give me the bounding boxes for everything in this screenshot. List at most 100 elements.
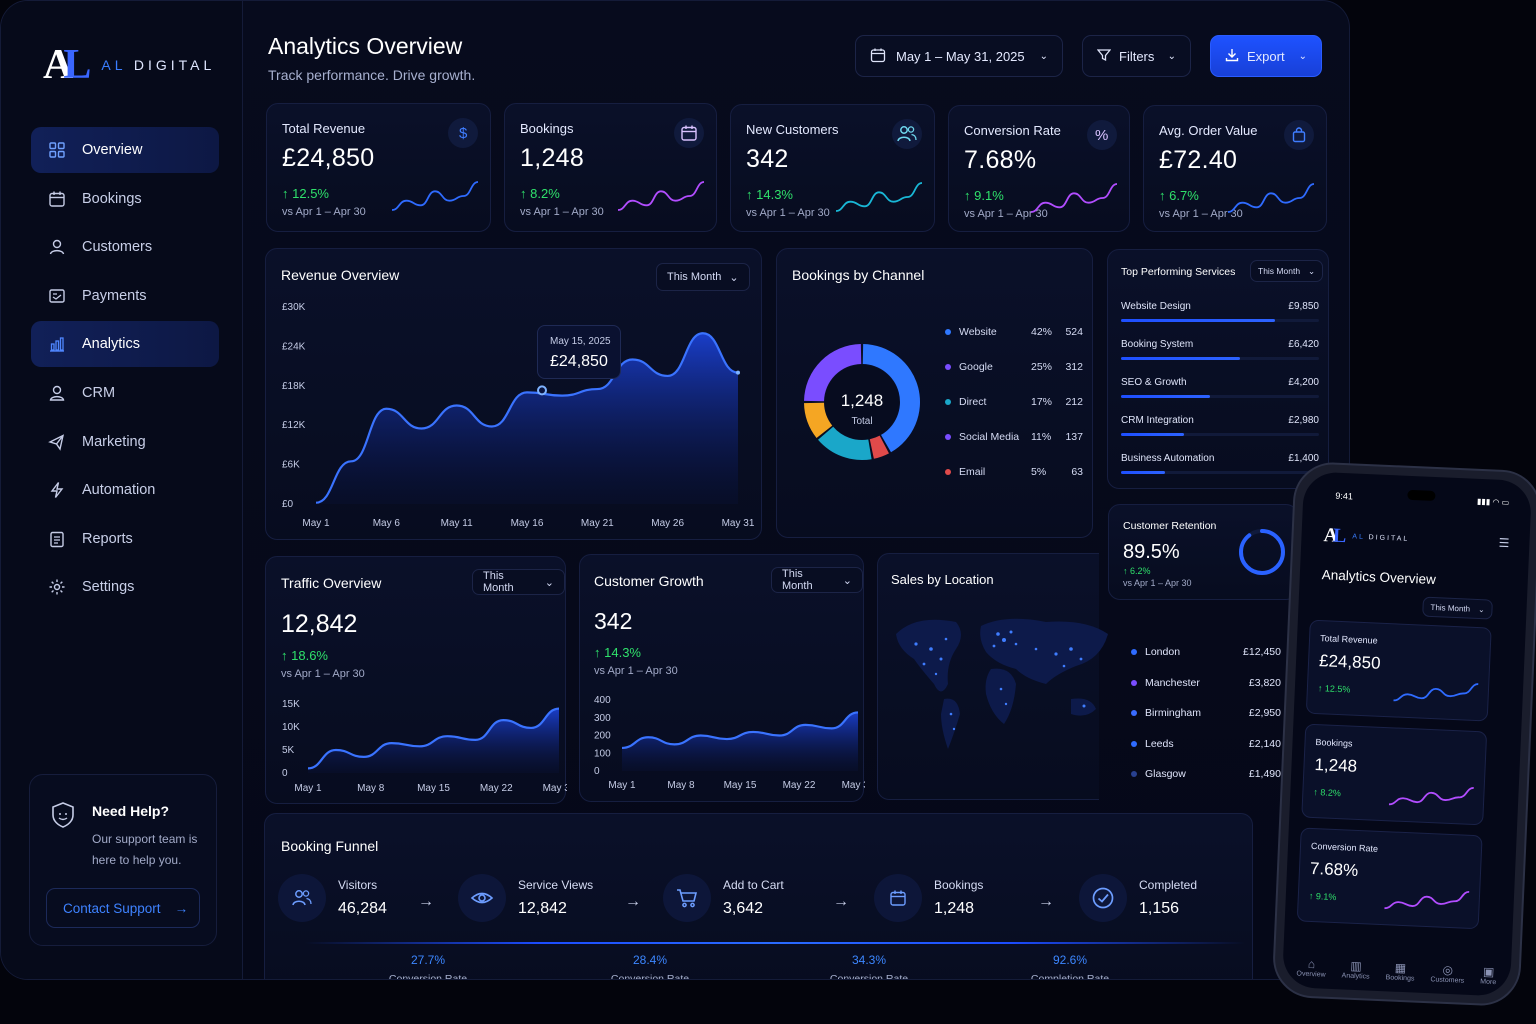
sidebar-item-analytics[interactable]: Analytics (31, 321, 219, 368)
phone-mockup: 9:41 ▮▮▮ ◠ ▭ AL AL DIGITAL ☰ Analytics O… (1271, 460, 1536, 1008)
service-bar-fill (1121, 319, 1276, 322)
calendar-icon (870, 47, 886, 66)
phone-period-select[interactable]: This Month ⌄ (1422, 596, 1494, 620)
phone-nav-label: More (1480, 978, 1497, 987)
x-tick-label: May 22 (783, 780, 816, 791)
sidebar: AL AL DIGITAL Overview Bookings Customers P… (1, 1, 243, 979)
sidebar-nav: Overview Bookings Customers Payments Analyti… (31, 127, 219, 613)
kpi-sparkline (836, 182, 923, 212)
phone-kpi-card[interactable]: Bookings 1,248 ↑ 8.2% (1301, 723, 1488, 826)
location-row: London £12,450 (1131, 646, 1281, 658)
cart-icon (663, 874, 711, 922)
phone-nav-label: Customers (1430, 976, 1465, 985)
kpi-card-new-customers[interactable]: New Customers 342 ↑ 14.3% vs Apr 1 – Apr 30 (730, 104, 935, 232)
users-icon (892, 119, 922, 149)
arrow-right-icon: → (1038, 893, 1054, 910)
menu-icon[interactable]: ☰ (1498, 535, 1510, 551)
filters-button[interactable]: Filters ⌄ (1082, 35, 1191, 77)
kpi-comparison: vs Apr 1 – Apr 30 (964, 208, 1048, 220)
funnel-rate-label: Completion Rate (1030, 973, 1110, 980)
funnel-step-completed[interactable]: Completed 1,156 (1079, 874, 1197, 922)
revenue-overview-card: Revenue Overview This Month ⌄ £0 £6K £12K £1… (265, 248, 762, 540)
phone-nav-bookings[interactable]: ▦ Bookings (1385, 960, 1415, 983)
phone-screen: 9:41 ▮▮▮ ◠ ▭ AL AL DIGITAL ☰ Analytics O… (1281, 471, 1533, 997)
traffic-overview-card: Traffic Overview This Month ⌄ 12,842 ↑ 18… (265, 556, 567, 804)
help-card: Need Help? Our support team is here to h… (29, 774, 217, 946)
sidebar-item-crm[interactable]: CRM (31, 370, 219, 416)
kpi-card-total-revenue[interactable]: Total Revenue £24,850 ↑ 12.5% vs Apr 1 – Ap… (266, 103, 491, 232)
location-row: Birmingham £2,950 (1131, 707, 1281, 719)
export-label: Export (1247, 48, 1285, 64)
sidebar-item-customers[interactable]: Customers (31, 224, 219, 270)
services-period-select[interactable]: This Month ⌄ (1250, 260, 1324, 282)
legend-dot (945, 469, 951, 475)
legend-percent: 5% (1031, 466, 1047, 478)
funnel-step-label: Visitors (338, 878, 378, 892)
y-tick-label: 0 (282, 768, 288, 779)
y-tick-label: 10K (282, 722, 300, 733)
user-icon (47, 237, 67, 257)
sidebar-item-automation[interactable]: Automation (31, 467, 219, 513)
phone-kpi-card[interactable]: Conversion Rate 7.68% ↑ 9.1% (1296, 827, 1483, 930)
top-services-title: Top Performing Services (1121, 266, 1236, 278)
funnel-step-service-views[interactable]: Service Views 12,842 (458, 874, 593, 922)
sparkline-path (392, 181, 479, 211)
svg-text:$: $ (459, 125, 468, 141)
sidebar-item-settings[interactable]: Settings (31, 564, 219, 610)
revenue-area-chart: £0 £6K £12K £18K £24K £30K May 1 May 6 May 11 May… (282, 302, 755, 529)
phone-nav-overview[interactable]: ⌂ Overview (1296, 956, 1326, 979)
date-range-picker[interactable]: May 1 – May 31, 2025 ⌄ (855, 35, 1063, 77)
retention-ring (1239, 529, 1285, 575)
legend-percent: 11% (1031, 431, 1052, 443)
funnel-step-visitors[interactable]: Visitors 46,284 (278, 874, 387, 922)
donut-slice-google (804, 344, 862, 402)
kpi-card-bookings[interactable]: Bookings 1,248 ↑ 8.2% vs Apr 1 – Apr 30 (504, 103, 717, 232)
funnel-step-value: 3,642 (723, 900, 764, 917)
traffic-period-select[interactable]: This Month ⌄ (472, 569, 565, 595)
location-city: Glasgow (1145, 768, 1186, 780)
brand-logo[interactable]: AL AL DIGITAL (43, 41, 215, 89)
funnel-step-bookings[interactable]: Bookings 1,248 (874, 874, 983, 922)
phone-nav-customers[interactable]: ◎ Customers (1430, 962, 1465, 985)
megaphone-icon (47, 432, 67, 452)
sidebar-item-overview[interactable]: Overview (31, 127, 219, 173)
arrow-right-icon: → (833, 893, 849, 910)
sidebar-item-bookings[interactable]: Bookings (31, 176, 219, 222)
phone-nav-more[interactable]: ▣ More (1480, 964, 1497, 987)
sidebar-item-payments[interactable]: Payments (31, 273, 219, 319)
phone-kpi-label: Conversion Rate (1310, 840, 1379, 854)
service-row: CRM Integration £2,980 (1121, 415, 1319, 439)
funnel-step-text: Service Views 12,842 (518, 878, 593, 918)
help-text: Our support team is here to help you. (92, 832, 198, 867)
contact-support-button[interactable]: Contact Support → (46, 888, 200, 928)
sidebar-item-reports[interactable]: Reports (31, 516, 219, 562)
service-name: Website Design (1121, 301, 1191, 312)
location-city: Birmingham (1145, 707, 1202, 719)
more-icon: ▣ (1482, 964, 1495, 980)
growth-area-chart: 0 100 200 300 400 May 1 May 8 May 15 May 22 May 3… (594, 695, 865, 791)
revenue-period-select[interactable]: This Month ⌄ (656, 263, 750, 291)
kpi-label: Avg. Order Value (1159, 123, 1258, 138)
growth-period-select[interactable]: This Month ⌄ (771, 567, 863, 593)
location-value: £3,820 (1248, 676, 1281, 689)
phone-logo: AL AL DIGITAL (1323, 524, 1410, 548)
kpi-card-avg-order-value[interactable]: Avg. Order Value £72.40 ↑ 6.7% vs Apr 1 – A… (1143, 105, 1327, 232)
phone-kpi-card[interactable]: Total Revenue £24,850 ↑ 12.5% (1305, 619, 1492, 722)
growth-value: 342 (594, 608, 633, 634)
phone-nav-analytics[interactable]: ▥ Analytics (1341, 958, 1370, 981)
tooltip-date: May 15, 2025 (550, 336, 611, 347)
legend-percent: 42% (1031, 326, 1053, 338)
calendar-icon (874, 874, 922, 922)
export-button[interactable]: Export ⌄ (1210, 35, 1322, 77)
x-tick-label: May 1 (608, 780, 636, 791)
kpi-card-conversion-rate[interactable]: Conversion Rate 7.68% ↑ 9.1% vs Apr 1 – Apr… (948, 105, 1130, 232)
funnel-rate-label: Conversion Rate (388, 973, 468, 980)
svg-text:%: % (1095, 127, 1108, 143)
legend-label: Social Media (959, 431, 1020, 443)
sidebar-item-marketing[interactable]: Marketing (31, 419, 219, 465)
kpi-value: £72.40 (1159, 146, 1238, 174)
service-value: £9,850 (1288, 301, 1319, 312)
channel-legend-item: Email 5% 63 (945, 466, 1083, 478)
funnel-step-add-to-cart[interactable]: Add to Cart 3,642 (663, 874, 784, 922)
filters-label: Filters (1119, 48, 1155, 64)
